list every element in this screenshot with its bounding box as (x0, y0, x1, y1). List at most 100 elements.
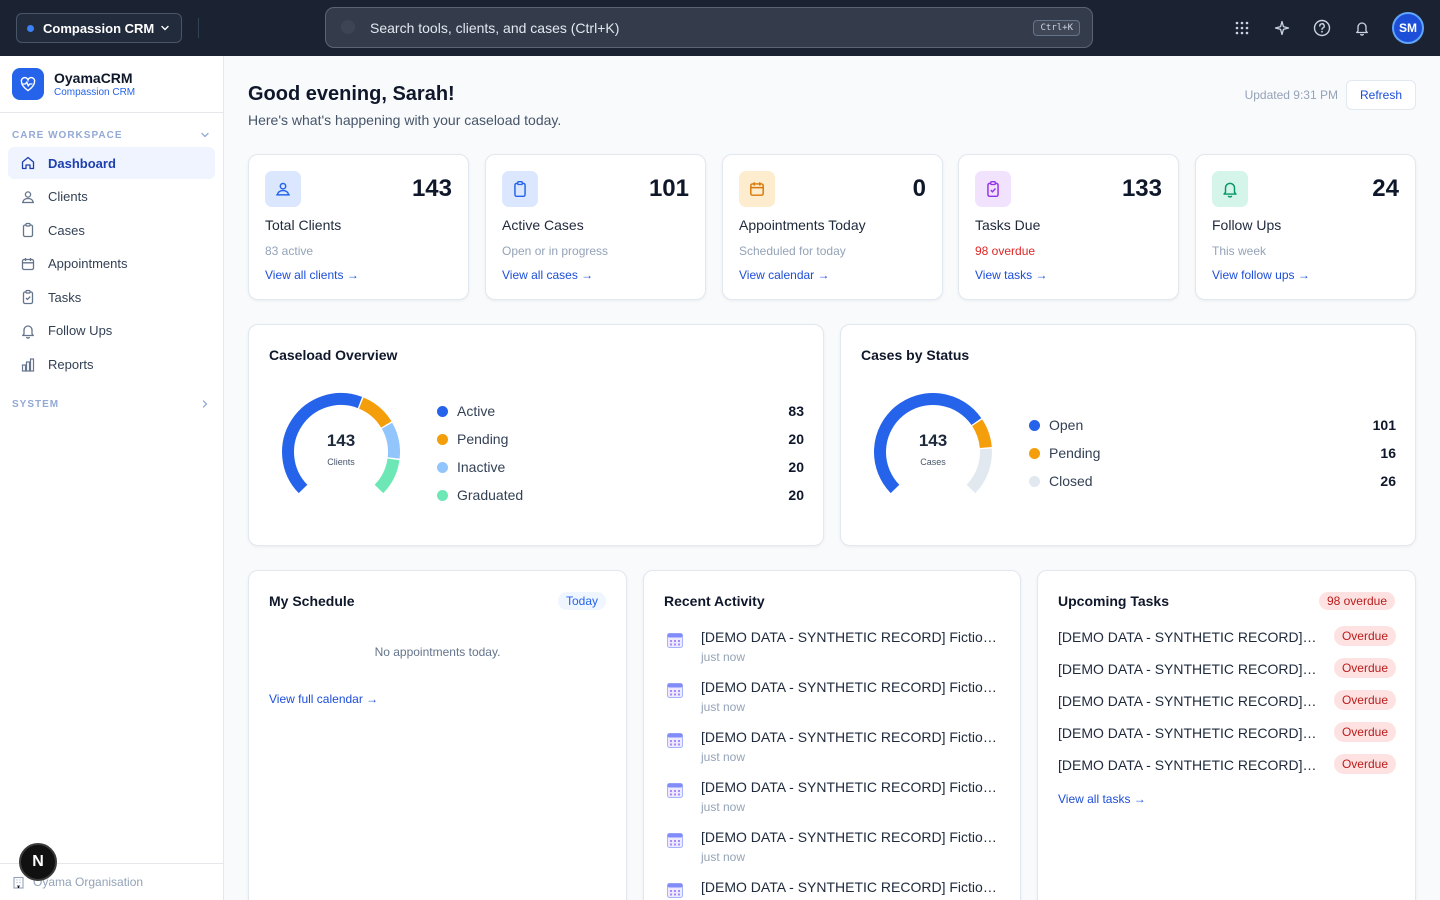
section-system[interactable]: SYSTEM (0, 394, 223, 414)
stat-value: 0 (912, 175, 926, 202)
task-item[interactable]: [DEMO DATA - SYNTHETIC RECORD] Fo... Over… (1058, 722, 1396, 744)
brand-subtitle: Compassion CRM (54, 87, 136, 98)
task-text: [DEMO DATA - SYNTHETIC RECORD] Fo... (1058, 661, 1320, 677)
activity-text: [DEMO DATA - SYNTHETIC RECORD] Fictional… (701, 779, 1001, 795)
status-dot (27, 24, 34, 32)
legend-dot (1029, 475, 1040, 487)
refresh-button[interactable]: Refresh (1346, 80, 1416, 110)
view-calendar-link[interactable]: View calendar → (739, 268, 830, 282)
calendar-icon (666, 831, 684, 849)
panel-title: Upcoming Tasks (1058, 593, 1169, 609)
caseload-donut-chart (282, 393, 400, 494)
clipboard-check-icon (975, 171, 1011, 207)
sparkle-icon[interactable] (1272, 18, 1292, 38)
sidebar-item-label: Appointments (48, 256, 128, 272)
stat-value: 24 (1372, 175, 1399, 202)
legend-item-pending: Pending 16 (1029, 439, 1396, 467)
sidebar-item-label: Tasks (48, 289, 82, 305)
calendar-icon (666, 731, 684, 749)
search-shortcut: Ctrl+K (1033, 19, 1080, 36)
task-item[interactable]: [DEMO DATA - SYNTHETIC RECORD] Fo... Over… (1058, 690, 1396, 712)
cases-donut-chart (874, 393, 992, 494)
view-all-tasks-link[interactable]: View all tasks → (1058, 792, 1146, 806)
chevron-right-icon (199, 398, 211, 410)
bell-icon (1212, 171, 1248, 207)
overdue-status-badge: Overdue (1333, 658, 1396, 678)
bell-icon[interactable] (1352, 18, 1372, 38)
sidebar-item-clients[interactable]: Clients (8, 181, 215, 213)
stat-card-tasks-due: 133 Tasks Due 98 overdue View tasks → (958, 154, 1179, 300)
view-full-calendar-link[interactable]: View full calendar → (269, 692, 379, 706)
sidebar-item-cases[interactable]: Cases (8, 214, 215, 246)
legend-dot (437, 461, 448, 473)
sidebar-item-label: Follow Ups (48, 323, 113, 339)
apps-grid-icon[interactable] (1232, 18, 1252, 38)
help-icon[interactable] (1312, 18, 1332, 38)
sidebar-item-label: Reports (48, 357, 94, 373)
view-tasks-link[interactable]: View tasks → (975, 268, 1048, 282)
updated-timestamp: Updated 9:31 PM (1244, 88, 1338, 102)
task-item[interactable]: [DEMO DATA - SYNTHETIC RECORD] Fo... Over… (1058, 754, 1396, 776)
legend-label: Closed (1049, 473, 1093, 489)
view-follow-ups-link[interactable]: View follow ups → (1212, 268, 1310, 282)
legend-value: 20 (788, 431, 804, 447)
dev-tools-badge[interactable]: N (19, 843, 57, 881)
legend-value: 83 (788, 403, 804, 419)
clipboard-check-icon (20, 289, 36, 305)
calendar-icon (666, 631, 684, 649)
stat-title: Appointments Today (739, 217, 866, 233)
org-switcher[interactable]: Compassion CRM (16, 13, 182, 43)
brand[interactable]: OyamaCRM Compassion CRM (0, 56, 223, 113)
calendar-icon (20, 256, 36, 272)
caseload-legend: Active 83 Pending 20 Inactive 20 Graduated 2… (437, 397, 804, 509)
donut-slice-pending (972, 419, 992, 449)
panel-title: Recent Activity (664, 593, 765, 609)
activity-time: just now (701, 750, 746, 764)
empty-state: No appointments today. (374, 645, 501, 659)
activity-time: just now (701, 650, 746, 664)
legend-item-pending: Pending 20 (437, 425, 804, 453)
stat-subtitle: 83 active (265, 244, 314, 258)
search-input[interactable]: Search tools, clients, and cases (Ctrl+K… (325, 7, 1093, 48)
legend-value: 20 (788, 487, 804, 503)
task-item[interactable]: [DEMO DATA - SYNTHETIC RECORD] Fo... Over… (1058, 658, 1396, 680)
user-avatar[interactable]: SM (1392, 12, 1424, 44)
view-all-clients-link[interactable]: View all clients → (265, 268, 359, 282)
sidebar-item-appointments[interactable]: Appointments (8, 248, 215, 280)
org-switcher-label: Compassion CRM (43, 20, 155, 36)
legend-label: Graduated (457, 487, 524, 503)
sidebar-item-dashboard[interactable]: Dashboard (8, 147, 215, 179)
sidebar-item-tasks[interactable]: Tasks (8, 281, 215, 313)
sidebar-item-label: Cases (48, 222, 85, 238)
section-care-workspace[interactable]: CARE WORKSPACE (0, 125, 223, 145)
overdue-status-badge: Overdue (1333, 626, 1396, 646)
chevron-down-icon (159, 22, 171, 34)
sidebar: OyamaCRM Compassion CRM CARE WORKSPACE D… (0, 56, 224, 900)
calendar-icon (666, 781, 684, 799)
view-all-cases-link[interactable]: View all cases → (502, 268, 594, 282)
chevron-down-icon (199, 129, 211, 141)
overdue-badge: 98 overdue (1318, 592, 1395, 610)
legend-value: 20 (788, 459, 804, 475)
org-footer[interactable]: Oyama Organisation (0, 863, 223, 900)
legend-value: 101 (1372, 417, 1396, 433)
legend-dot (437, 489, 448, 501)
panel-title: My Schedule (269, 593, 355, 609)
bar-chart-icon (20, 357, 36, 373)
donut-slice-closed (966, 448, 992, 494)
activity-time: just now (701, 800, 746, 814)
home-icon (20, 155, 36, 171)
clipboard-icon (20, 222, 36, 238)
donut-center-label: Clients (327, 457, 355, 467)
stat-value: 133 (1121, 175, 1162, 202)
sidebar-item-reports[interactable]: Reports (8, 349, 215, 381)
activity-time: just now (701, 850, 746, 864)
sidebar-item-follow-ups[interactable]: Follow Ups (8, 315, 215, 347)
stat-title: Follow Ups (1212, 217, 1282, 233)
recent-activity-panel: Recent Activity [DEMO DATA - SYNTHETIC R… (643, 570, 1021, 900)
donut-slice-pending (358, 397, 392, 428)
stat-value: 143 (411, 175, 452, 202)
legend-item-open: Open 101 (1029, 411, 1396, 439)
org-footer-label: Oyama Organisation (33, 875, 144, 889)
task-item[interactable]: [DEMO DATA - SYNTHETIC RECORD] Fo... Over… (1058, 626, 1396, 648)
